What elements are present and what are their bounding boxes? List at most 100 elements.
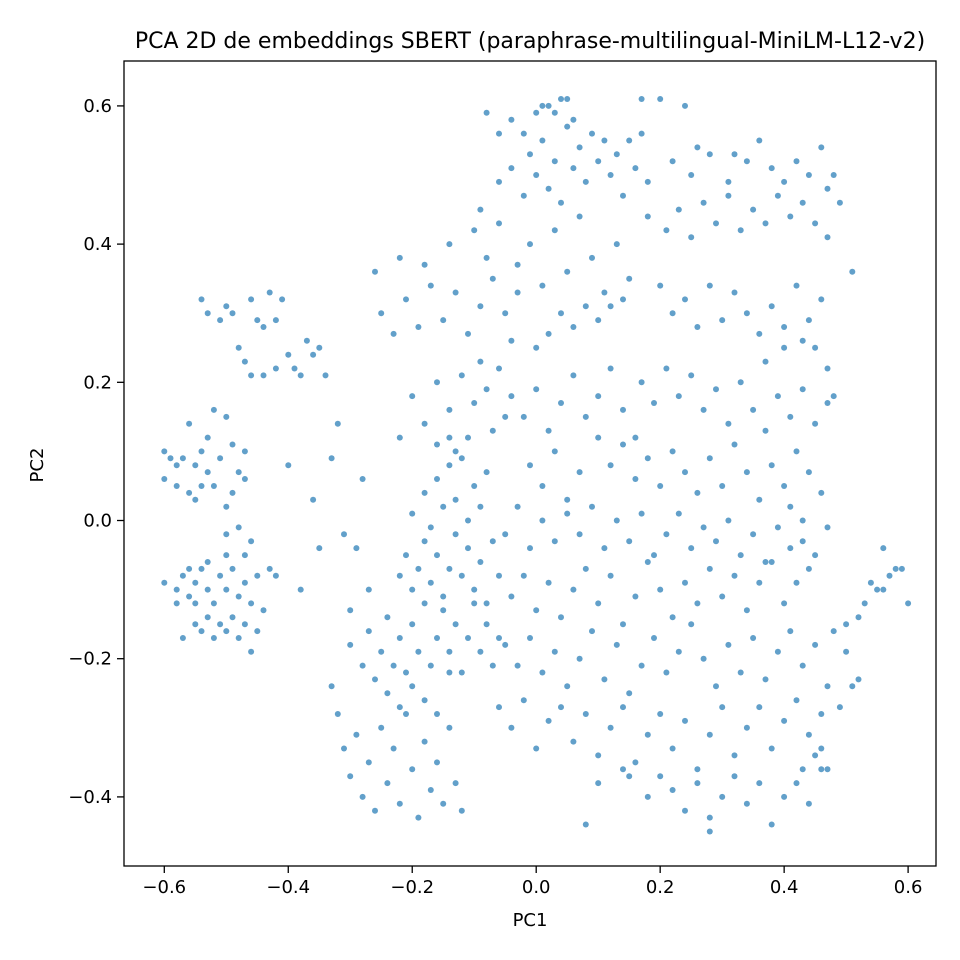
- data-point: [198, 448, 205, 455]
- data-point: [409, 510, 416, 517]
- data-point: [743, 724, 750, 731]
- data-point: [341, 531, 347, 538]
- data-point: [533, 745, 540, 752]
- data-point: [706, 282, 713, 289]
- data-point: [285, 462, 292, 469]
- data-point: [390, 330, 397, 337]
- data-point: [880, 586, 887, 593]
- x-tick-label: 0.0: [522, 877, 551, 898]
- data-point: [396, 635, 403, 641]
- data-point: [613, 151, 620, 158]
- data-point: [502, 641, 509, 648]
- data-point: [805, 172, 812, 178]
- data-point: [756, 704, 763, 711]
- data-point: [657, 711, 664, 717]
- data-point: [706, 565, 713, 572]
- data-point: [496, 178, 502, 185]
- data-point: [657, 773, 664, 780]
- data-point: [396, 254, 403, 261]
- data-point: [229, 441, 236, 448]
- data-point: [601, 676, 608, 683]
- data-point: [675, 510, 682, 517]
- data-point: [527, 462, 533, 469]
- data-point: [564, 683, 571, 690]
- data-point: [607, 724, 614, 731]
- data-point: [620, 441, 626, 448]
- data-point: [812, 752, 819, 759]
- data-point: [545, 185, 552, 192]
- data-point: [812, 220, 819, 227]
- data-point: [167, 455, 174, 462]
- data-point: [353, 731, 360, 738]
- data-point: [787, 628, 794, 635]
- data-point: [483, 109, 490, 116]
- data-point: [620, 766, 626, 773]
- data-point: [638, 662, 645, 669]
- data-point: [824, 365, 831, 372]
- data-point: [372, 676, 378, 683]
- data-point: [210, 635, 217, 641]
- data-point: [248, 372, 255, 379]
- data-point: [477, 559, 484, 565]
- data-point: [409, 766, 416, 773]
- data-point: [241, 476, 248, 482]
- data-point: [558, 704, 564, 711]
- data-point: [217, 572, 224, 579]
- data-point: [682, 102, 688, 109]
- x-tick-label: 0.6: [894, 877, 923, 898]
- data-point: [607, 572, 614, 579]
- data-point: [372, 268, 378, 275]
- data-point: [272, 572, 279, 579]
- data-point: [781, 600, 788, 607]
- data-point: [316, 344, 323, 351]
- data-point: [310, 351, 317, 358]
- data-point: [799, 386, 806, 393]
- data-point: [576, 144, 583, 151]
- data-point: [582, 565, 589, 572]
- data-point: [756, 780, 763, 787]
- x-tick-label: −0.2: [390, 877, 434, 898]
- data-point: [489, 538, 496, 545]
- data-point: [830, 393, 837, 400]
- data-point: [440, 593, 447, 600]
- data-point: [427, 662, 434, 669]
- data-point: [892, 565, 899, 572]
- data-point: [663, 669, 670, 676]
- data-point: [793, 780, 800, 787]
- data-point: [651, 635, 657, 641]
- data-point: [347, 641, 354, 648]
- data-point: [589, 130, 595, 137]
- data-point: [403, 669, 409, 676]
- data-point: [483, 600, 490, 607]
- data-point: [793, 448, 800, 455]
- data-point: [818, 711, 825, 717]
- data-point: [396, 704, 403, 711]
- data-point: [595, 317, 602, 324]
- data-point: [601, 545, 608, 552]
- data-point: [613, 517, 620, 524]
- data-point: [812, 641, 819, 648]
- data-point: [545, 579, 552, 586]
- data-point: [551, 538, 558, 545]
- data-point: [396, 572, 403, 579]
- data-point: [607, 303, 614, 310]
- data-point: [334, 711, 341, 717]
- data-point: [607, 462, 614, 469]
- data-point: [477, 358, 484, 365]
- data-point: [440, 503, 447, 510]
- y-tick-label: −0.2: [68, 649, 112, 670]
- x-tick-label: −0.4: [266, 877, 310, 898]
- data-point: [365, 628, 372, 635]
- data-point: [589, 628, 595, 635]
- data-point: [241, 358, 248, 365]
- data-point: [539, 102, 546, 109]
- data-point: [409, 393, 416, 400]
- data-point: [415, 324, 422, 330]
- data-point: [272, 365, 279, 372]
- data-point: [768, 821, 775, 828]
- data-point: [682, 579, 688, 586]
- data-point: [204, 559, 211, 565]
- data-point: [849, 683, 856, 690]
- data-point: [297, 586, 304, 593]
- data-point: [508, 337, 515, 344]
